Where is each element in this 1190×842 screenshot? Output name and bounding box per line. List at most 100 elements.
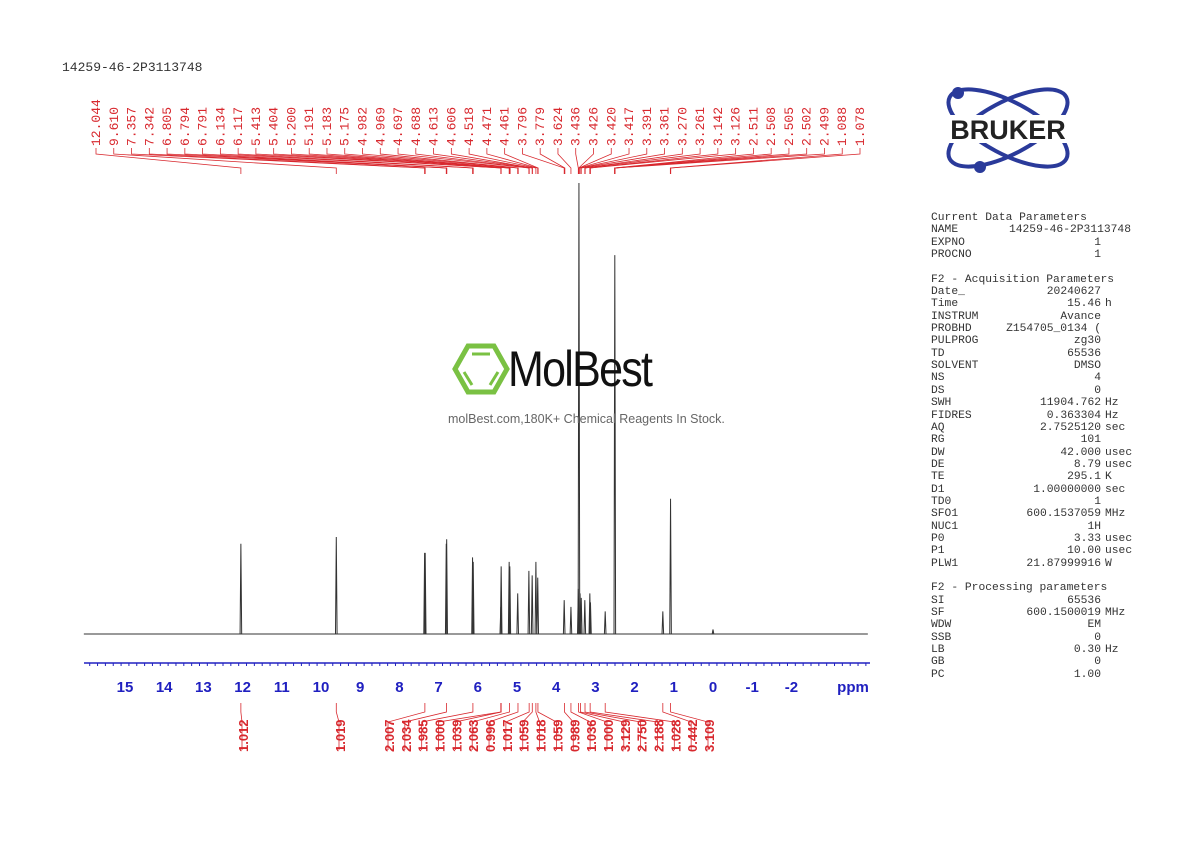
param-unit: usec [1105, 446, 1133, 459]
param-value: DMSO [1073, 360, 1101, 373]
peak-leader [578, 148, 612, 174]
param-key: Date_ [931, 286, 965, 299]
spectrum-peak [669, 498, 672, 635]
param-key: D1 [931, 483, 945, 496]
param-row: NUC1 1H [931, 521, 1141, 533]
integral-value: 0.996 [483, 719, 498, 752]
peak-leader [95, 148, 242, 174]
param-key: SWH [931, 397, 952, 410]
tick-label: 1 [670, 679, 678, 696]
peak-label: 4.606 [444, 107, 459, 146]
peak-leader [202, 148, 448, 174]
param-section-title: Current Data Parameters [931, 212, 1087, 224]
spectrum-peak [569, 606, 573, 635]
watermark-tagline: molBest.com,180K+ Chemical Reagents In S… [448, 412, 725, 426]
spectrum-peak [579, 597, 583, 635]
param-key: P0 [931, 532, 945, 545]
integral-value: 0.442 [685, 719, 700, 752]
peak-leader [670, 148, 861, 174]
peak-label: 4.518 [462, 107, 477, 146]
param-row: Time 15.46 h [931, 298, 1141, 310]
tick-label: 14 [156, 679, 173, 696]
peak-label: 4.461 [498, 107, 513, 146]
tick-label: 0 [709, 679, 717, 696]
peak-label: 3.420 [604, 107, 619, 146]
param-row: DW 42.000 usec [931, 447, 1141, 459]
integral-value: 0.989 [567, 719, 582, 752]
param-row: SF 600.1500019 MHz [931, 607, 1141, 619]
peak-label: 5.175 [338, 107, 353, 146]
spectrum-peak [445, 539, 448, 635]
integral-leader [454, 703, 502, 750]
tick-label: 2 [630, 679, 638, 696]
axis-label: ppm [837, 679, 869, 696]
integral-value: 1.019 [333, 719, 348, 752]
param-value: 10.00 [1067, 545, 1101, 558]
param-unit: usec [1105, 545, 1133, 558]
peak-label: 1.078 [853, 107, 868, 146]
integral-leader [471, 703, 510, 750]
spectrum-peak [583, 600, 587, 635]
param-value: 4 [1094, 372, 1101, 385]
param-value: 0 [1094, 656, 1101, 669]
param-row: SFO1 600.1537059 MHz [931, 508, 1141, 520]
integral-value: 1.039 [449, 719, 464, 752]
integral-value: 1.018 [534, 719, 549, 752]
param-value: 1 [1094, 249, 1101, 262]
param-key: TD [931, 347, 945, 360]
peak-label: 3.361 [658, 107, 673, 146]
peak-leader [148, 148, 426, 174]
param-key: SOLVENT [931, 360, 979, 373]
peak-label: 6.791 [196, 107, 211, 146]
tick-label: 3 [591, 679, 599, 696]
x-axis: 15 14 13 12 11 10 9 8 7 6 5 4 3 2 1 0 -1 -2 ppm [84, 662, 870, 696]
param-row: SSB 0 [931, 632, 1141, 644]
spectrum-peak [334, 537, 338, 635]
param-value: zg30 [1073, 335, 1101, 348]
integral-value: 2.063 [466, 719, 481, 752]
peak-label: 7.342 [142, 107, 157, 146]
tick-label: -1 [746, 679, 759, 696]
spectrum-peak [536, 577, 540, 635]
param-key: WDW [931, 619, 952, 632]
param-unit: Hz [1105, 644, 1119, 657]
integral-value: 1.000 [601, 719, 616, 752]
peak-label: 2.499 [817, 107, 832, 146]
peak-leader [166, 148, 447, 174]
integral-value: 3.109 [702, 719, 717, 752]
peak-label: 6.805 [160, 107, 175, 146]
peak-label: 4.471 [480, 107, 495, 146]
param-key: TD0 [931, 495, 952, 508]
param-key: PULPROG [931, 335, 979, 348]
param-section-title: F2 - Processing parameters [931, 582, 1108, 595]
peak-label: 4.613 [427, 107, 442, 146]
param-key: NS [931, 372, 945, 385]
integral-value: 1.059 [550, 719, 565, 752]
param-unit: sec [1105, 483, 1126, 496]
param-key: TE [931, 471, 945, 484]
param-key: PROBHD [931, 323, 972, 336]
param-row: DE 8.79 usec [931, 459, 1141, 471]
param-row: SI 65536 [931, 595, 1141, 607]
peak-label: 2.508 [764, 107, 779, 146]
param-key: LB [931, 644, 945, 657]
peak-leader [614, 148, 772, 174]
peak-leader [589, 148, 719, 174]
integral-value: 1.012 [236, 719, 251, 752]
integral-value: 1.036 [584, 719, 599, 752]
param-value: 0 [1094, 384, 1101, 397]
param-value: 1 [1094, 495, 1101, 508]
param-unit: MHz [1105, 508, 1126, 521]
integral-value: 1.059 [517, 719, 532, 752]
spectrum-peak [239, 543, 243, 635]
peak-label: 2.511 [746, 107, 761, 146]
param-value: 600.1500019 [1026, 607, 1101, 619]
integral-leader [535, 703, 540, 750]
param-row: Date_ 20240627 [931, 286, 1141, 298]
spectrum-peak [613, 255, 617, 635]
param-row: SWH 11904.762 Hz [931, 397, 1141, 409]
param-key: PC [931, 668, 945, 681]
integral-value: 2.007 [382, 719, 397, 752]
integral-leader [505, 703, 530, 750]
